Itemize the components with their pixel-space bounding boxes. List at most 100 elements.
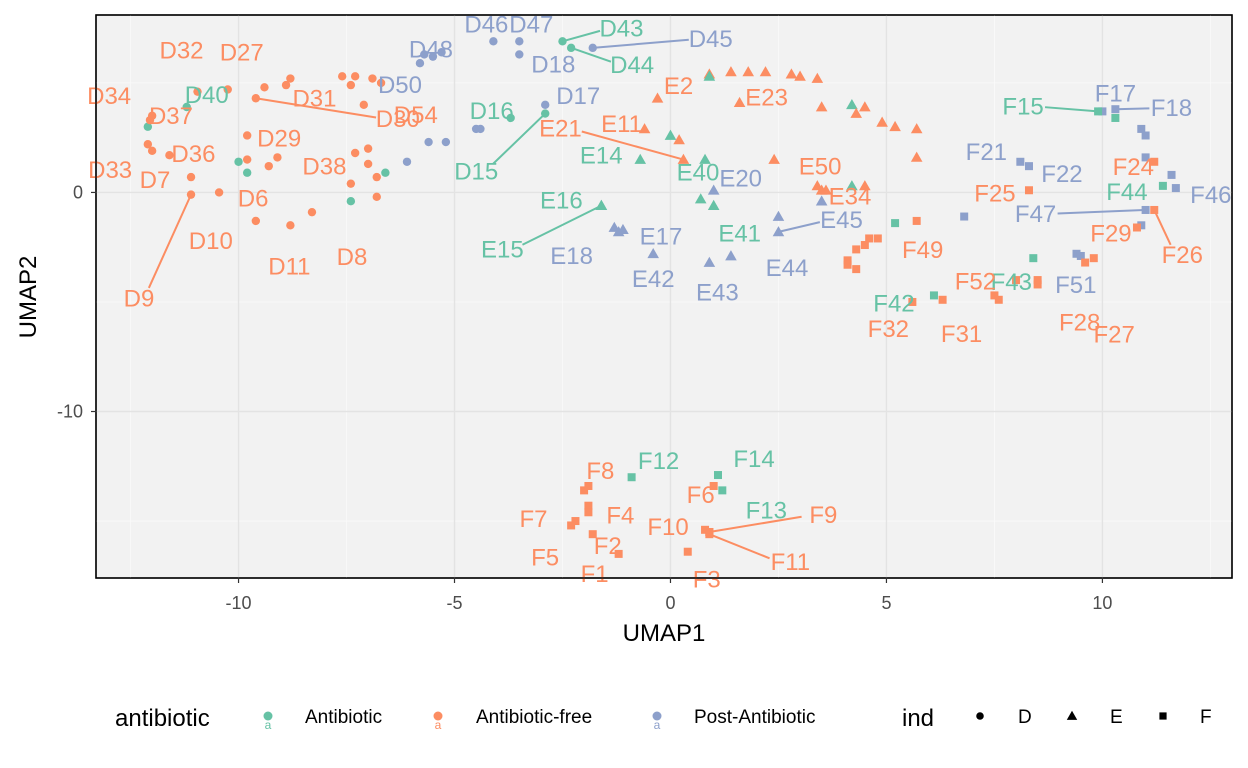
point-label: D32 (159, 38, 203, 65)
data-point (876, 116, 888, 127)
point-label: F2 (594, 533, 622, 560)
point-label: D11 (268, 253, 310, 280)
data-point (571, 517, 580, 526)
point-label: E16 (540, 188, 583, 215)
point-label: F42 (873, 290, 914, 317)
data-point (584, 501, 593, 510)
data-point (1012, 276, 1021, 285)
data-point (859, 180, 871, 191)
data-point (420, 50, 429, 59)
point-label: D27 (220, 39, 264, 66)
point-label: D29 (257, 125, 301, 152)
data-point (1141, 153, 1150, 162)
data-point (772, 210, 785, 221)
data-point (588, 43, 597, 53)
data-point (794, 70, 806, 81)
data-point (214, 188, 224, 197)
data-point (634, 153, 647, 164)
label-connector (709, 515, 802, 533)
point-label: F14 (733, 446, 774, 473)
legend-key-glyph: a (435, 718, 442, 732)
point-label: E20 (719, 165, 762, 192)
point-label: F6 (687, 482, 715, 509)
data-point (889, 120, 901, 132)
data-point (843, 260, 852, 269)
data-point (612, 226, 625, 237)
point-label: D38 (302, 153, 346, 180)
legend-shape-label: F (1200, 707, 1212, 728)
point-label: E21 (539, 116, 582, 143)
point-label: F32 (868, 316, 909, 343)
data-point (1016, 157, 1025, 166)
label-connector (1044, 106, 1099, 113)
data-point (733, 96, 746, 107)
point-label: D48 (409, 37, 453, 64)
point-label: F29 (1090, 220, 1131, 247)
data-point (242, 155, 252, 164)
data-point (713, 471, 722, 480)
data-point (372, 192, 381, 202)
data-point (859, 101, 871, 112)
point-label: E41 (718, 221, 761, 248)
data-point (186, 190, 196, 199)
data-points (143, 37, 1180, 558)
data-point (994, 295, 1003, 304)
point-label: D37 (149, 103, 193, 130)
x-tick-label: 5 (881, 593, 891, 613)
legend-shape-key (976, 712, 984, 720)
legend-color-label: Post-Antibiotic (694, 707, 815, 728)
point-label: E11 (601, 111, 642, 138)
data-point (785, 68, 798, 79)
label-connector (147, 194, 192, 289)
label-connector (570, 46, 612, 63)
legend: antibiotic a Antibiotic a Antibiotic-free a Po… (115, 705, 1212, 732)
data-point (223, 85, 232, 94)
data-point (1098, 107, 1107, 116)
data-point (186, 172, 196, 182)
data-point (725, 66, 737, 77)
data-point (437, 48, 446, 57)
data-point (1081, 258, 1090, 267)
point-label: D10 (189, 228, 233, 255)
data-point (541, 100, 550, 110)
point-label: F28 (1059, 309, 1100, 336)
point-label: D46 (464, 11, 508, 38)
data-point (815, 195, 828, 206)
data-point (1094, 107, 1103, 116)
data-point (852, 245, 861, 254)
data-point (865, 234, 874, 243)
point-label: D7 (140, 167, 171, 194)
data-point (1137, 124, 1146, 133)
legend-color-label: Antibiotic (305, 707, 382, 728)
point-label: E18 (550, 243, 593, 270)
data-point (651, 92, 664, 103)
data-point (476, 124, 485, 134)
data-point (647, 247, 660, 259)
point-label: D9 (124, 286, 155, 313)
point-label: D54 (394, 102, 438, 129)
data-point (683, 547, 692, 556)
point-label: D6 (238, 185, 269, 212)
data-point (346, 197, 356, 206)
label-connector (562, 29, 601, 43)
data-point (709, 481, 718, 490)
data-point (759, 66, 772, 77)
x-tick-label: -10 (226, 593, 252, 613)
point-label: E43 (696, 280, 739, 307)
data-point (1150, 157, 1159, 166)
point-label: F13 (746, 497, 787, 524)
data-point (1029, 254, 1038, 263)
data-point (1024, 162, 1033, 171)
data-point (346, 179, 356, 188)
data-point (725, 250, 737, 261)
label-connector (1057, 208, 1146, 215)
point-label: D16 (470, 98, 514, 125)
data-point (264, 161, 273, 171)
data-point (815, 101, 828, 112)
data-point (363, 159, 373, 169)
data-point (424, 137, 433, 147)
data-point (1132, 223, 1141, 232)
data-point (381, 168, 390, 177)
data-point (286, 221, 295, 230)
data-point (908, 297, 917, 306)
